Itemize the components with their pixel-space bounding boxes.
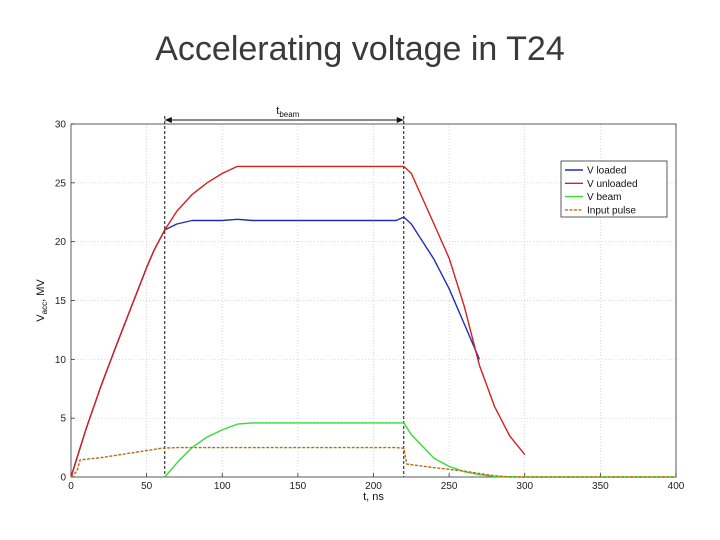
legend-entry: V loaded xyxy=(587,166,626,177)
x-tick-label: 350 xyxy=(592,481,609,492)
x-axis-label: t, ns xyxy=(363,491,384,503)
y-tick-label: 5 xyxy=(60,414,66,425)
x-tick-label: 250 xyxy=(441,481,458,492)
x-tick-label: 100 xyxy=(214,481,231,492)
beam-window-label: tbeam xyxy=(276,105,299,119)
series-line-input-pulse xyxy=(70,446,676,478)
beam-arrow-head-left xyxy=(164,117,172,123)
slide-title: Accelerating voltage in T24 xyxy=(155,30,565,68)
legend-entry: V unloaded xyxy=(587,179,638,190)
x-tick-label: 400 xyxy=(668,481,685,492)
beam-arrow-head-right xyxy=(396,117,404,123)
y-tick-label: 15 xyxy=(55,296,67,307)
y-tick-label: 20 xyxy=(55,237,67,248)
x-tick-label: 300 xyxy=(516,481,533,492)
series-line-v-beam xyxy=(164,422,676,478)
x-tick-label: 200 xyxy=(365,481,382,492)
legend-entry: Input pulse xyxy=(587,205,636,216)
legend: V loaded V unloaded V beam Input pulse xyxy=(560,160,668,218)
y-tick-label: 25 xyxy=(55,178,67,189)
x-tick-label: 50 xyxy=(141,481,153,492)
x-tick-label: 150 xyxy=(290,481,307,492)
y-tick-label: 30 xyxy=(55,120,67,131)
legend-entry: V beam xyxy=(587,192,621,203)
y-axis-label: Vacc, MV xyxy=(35,279,49,322)
series-line-v-unloaded xyxy=(70,165,526,478)
x-tick-label: 0 xyxy=(68,481,74,492)
y-tick-label: 0 xyxy=(60,473,66,484)
y-tick-label: 10 xyxy=(55,355,67,366)
